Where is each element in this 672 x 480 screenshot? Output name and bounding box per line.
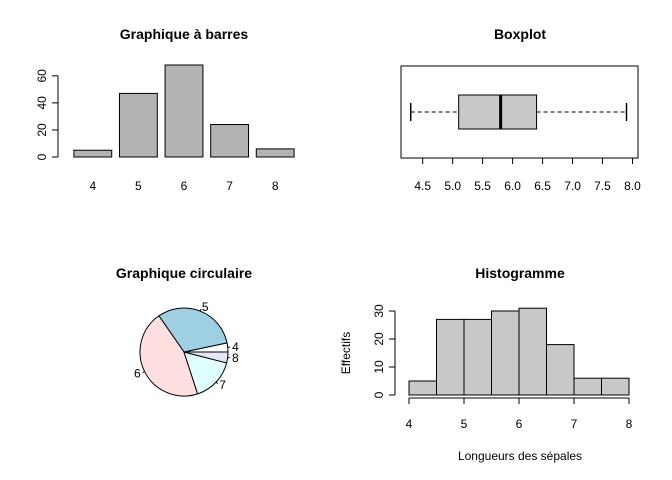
- bar-x-tick-label: 8: [272, 179, 279, 193]
- bar-7: [210, 124, 250, 158]
- boxplot-x-tick-label: 6.5: [534, 179, 551, 193]
- pie-slice-label: 6: [134, 367, 141, 381]
- histogram-y-tick-label: 0: [372, 391, 386, 398]
- boxplot-chart: Boxplot 4.5 5.0 5.5 6.0 6.5 7.0 7.5 8.0: [400, 26, 641, 193]
- boxplot-x-tick-label: 4.5: [414, 179, 431, 193]
- bar-x-tick-label: 5: [135, 179, 142, 193]
- bar-5: [118, 92, 158, 158]
- histogram-x-axis-label: Longueurs des sépales: [458, 449, 582, 463]
- histogram-x-tick-label: 4: [406, 417, 413, 431]
- boxplot-x-tick-label: 5.5: [474, 179, 491, 193]
- bar-chart-title: Graphique à barres: [120, 26, 249, 42]
- boxplot-x-tick-label: 7.0: [564, 179, 581, 193]
- histogram-bin: [408, 380, 437, 396]
- histogram-x-tick-label: 8: [626, 417, 633, 431]
- bar-x-tick-label: 6: [181, 179, 188, 193]
- pie-slice-5: [158, 307, 228, 353]
- histogram-bin: [546, 344, 575, 396]
- pie-chart: Graphique circulaire 4 5 6 78: [116, 265, 252, 397]
- pie-label-tick: [142, 371, 145, 373]
- pie-label-tick: [215, 381, 219, 384]
- histogram-bin: [491, 310, 520, 396]
- pie-slice-label: 7: [219, 378, 226, 392]
- pie-chart-title: Graphique circulaire: [116, 265, 252, 281]
- histogram-y-tick-label: 30: [372, 304, 386, 318]
- histogram-bin: [463, 318, 492, 396]
- boxplot-title: Boxplot: [494, 26, 546, 42]
- bar-x-tick-label: 4: [89, 179, 96, 193]
- boxplot-x-tick-label: 7.5: [594, 179, 611, 193]
- pie-slice-label: 4: [232, 340, 239, 354]
- bar-4: [73, 149, 113, 158]
- histogram-y-tick-label: 10: [372, 360, 386, 374]
- boxplot-x-tick-label: 6.0: [504, 179, 521, 193]
- bar-y-tick-label: 40: [35, 96, 49, 110]
- histogram-bin: [436, 318, 465, 396]
- bar-y-tick-label: 60: [35, 69, 49, 83]
- bar-y-tick-label: 0: [35, 153, 49, 160]
- histogram-x-tick-label: 5: [461, 417, 468, 431]
- pie-slice-6: [139, 315, 199, 397]
- boxplot-x-tick-label: 8.0: [624, 179, 641, 193]
- pie-slice-7: [183, 351, 228, 395]
- histogram-bin: [518, 307, 547, 396]
- bar-x-tick-label: 7: [226, 179, 233, 193]
- histogram-x-tick-label: 7: [571, 417, 578, 431]
- bar-8: [255, 148, 295, 158]
- histogram-y-axis-label: Effectifs: [339, 332, 353, 374]
- histogram-bin: [573, 377, 602, 396]
- histogram-bin: [601, 377, 630, 396]
- pie-label-tick: [199, 308, 202, 312]
- boxplot-x-tick-label: 5.0: [444, 179, 461, 193]
- pie-slice-label: 5: [202, 300, 209, 314]
- histogram-y-tick-label: 20: [372, 332, 386, 346]
- bar-chart: Graphique à barres 4 5 6 7 8 0 20 40 60: [35, 26, 295, 193]
- histogram-title: Histogramme: [475, 265, 565, 281]
- pie-slice-label: 8: [232, 351, 239, 365]
- bar-6: [164, 64, 204, 158]
- bar-y-tick-label: 20: [35, 123, 49, 137]
- histogram-x-tick-label: 6: [516, 417, 523, 431]
- boxplot-box: [458, 94, 538, 130]
- histogram-chart: Histogramme Longueurs des sépales Effect…: [339, 265, 633, 463]
